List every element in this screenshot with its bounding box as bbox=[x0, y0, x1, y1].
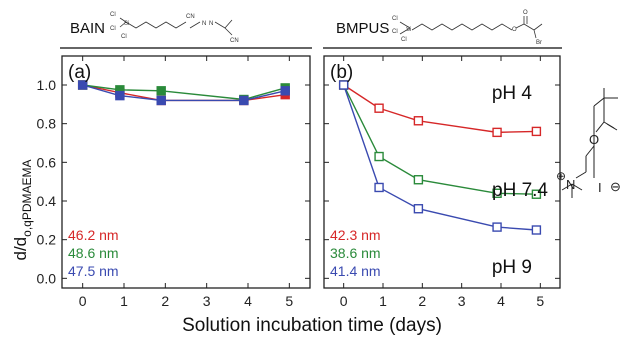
data-point-b-2 bbox=[492, 222, 502, 232]
bain-n-1: N bbox=[202, 21, 206, 27]
bmpus-cl-1: Cl bbox=[392, 16, 398, 22]
data-point-b-0 bbox=[413, 116, 424, 126]
y-tick-label: 0.6 bbox=[37, 154, 57, 170]
x-tick-label-a: 1 bbox=[120, 293, 128, 309]
monomer-structure bbox=[561, 88, 618, 198]
bain-si: Si bbox=[124, 21, 129, 27]
x-tick-label-a: 4 bbox=[244, 293, 252, 309]
data-point-b-0 bbox=[374, 103, 384, 113]
thickness-annotation-b: 41.4 nm bbox=[330, 263, 381, 279]
monomer-o: O bbox=[589, 132, 599, 147]
data-point-a-2 bbox=[280, 86, 290, 96]
bain-n-2: N bbox=[209, 21, 213, 27]
panel-a-title: BAIN bbox=[70, 20, 105, 37]
monomer-plus-icon: ⊕ bbox=[556, 169, 566, 183]
x-tick-label-a: 3 bbox=[203, 293, 211, 309]
x-axis-label: Solution incubation time (days) bbox=[182, 315, 442, 336]
data-point-b-1 bbox=[531, 189, 542, 199]
data-point-b-0 bbox=[531, 126, 542, 137]
bain-structure bbox=[119, 17, 233, 36]
thickness-annotation-a: 46.2 nm bbox=[68, 227, 119, 243]
monomer-iodide: I bbox=[598, 180, 602, 195]
data-point-b-2 bbox=[338, 80, 349, 90]
x-tick-label-b: 1 bbox=[379, 293, 387, 309]
bain-cl-1: Cl bbox=[110, 12, 116, 18]
x-tick-label-b: 0 bbox=[340, 293, 348, 309]
thickness-annotation-b: 38.6 nm bbox=[330, 245, 381, 261]
data-point-b-2 bbox=[374, 182, 384, 193]
x-tick-label-b: 4 bbox=[497, 293, 505, 309]
bmpus-cl-3: Cl bbox=[401, 37, 407, 43]
data-point-b-1 bbox=[413, 175, 424, 185]
series-label-ph9: pH 9 bbox=[492, 257, 532, 278]
data-point-b-1 bbox=[492, 188, 502, 198]
panel-label-a: (a) bbox=[68, 62, 91, 83]
thickness-annotation-a: 48.6 nm bbox=[68, 245, 119, 261]
series-line-b-2 bbox=[343, 84, 537, 231]
plot-frame-b bbox=[323, 55, 561, 289]
y-axis-label-main: d/d bbox=[11, 237, 30, 261]
bain-cl-2: Cl bbox=[110, 26, 116, 32]
x-tick-label-b: 5 bbox=[536, 293, 544, 309]
monomer-minus-icon: ⊖ bbox=[610, 179, 621, 194]
data-point-a-2 bbox=[77, 80, 88, 90]
data-point-b-2 bbox=[531, 225, 542, 235]
thickness-annotation-b: 42.3 nm bbox=[330, 227, 381, 243]
y-tick-label: 0.2 bbox=[37, 232, 57, 248]
data-point-a-2 bbox=[115, 90, 125, 101]
x-tick-label-b: 2 bbox=[418, 293, 426, 309]
bain-cn-1: CN bbox=[186, 14, 195, 20]
bain-cn-2: CN bbox=[230, 38, 239, 44]
panel-b-title: BMPUS bbox=[336, 20, 389, 37]
thickness-annotation-a: 47.5 nm bbox=[68, 263, 119, 279]
series-label-ph4: pH 4 bbox=[492, 83, 533, 104]
bmpus-si: Si bbox=[406, 27, 411, 33]
y-tick-label: 0.0 bbox=[37, 270, 57, 286]
x-tick-label-a: 0 bbox=[79, 293, 87, 309]
monomer-n: N bbox=[566, 177, 575, 192]
data-point-b-2 bbox=[413, 204, 424, 214]
bmpus-br: Br bbox=[536, 40, 542, 46]
svg-text:d/do,qPDMAEMA: d/do,qPDMAEMA bbox=[11, 160, 34, 261]
panel-b: 0 1 2 3 4 5 (b) 42.3 nm 38.6 nm 41.4 nm bbox=[323, 55, 561, 309]
y-axis-label: d/do,qPDMAEMA bbox=[11, 160, 34, 261]
bmpus-o-ester: O bbox=[512, 27, 517, 33]
y-axis-label-sub: o,qPDMAEMA bbox=[20, 160, 34, 237]
y-tick-label: 1.0 bbox=[37, 77, 57, 93]
y-tick-label: 0.8 bbox=[37, 116, 57, 132]
data-point-a-2 bbox=[156, 95, 166, 106]
panel-label-b: (b) bbox=[330, 62, 353, 83]
y-tick-label: 0.4 bbox=[37, 193, 57, 209]
data-point-a-2 bbox=[239, 95, 249, 106]
bmpus-structure bbox=[399, 16, 543, 39]
panel-a: 0 1 2 3 4 5 0.0 0.2 0.4 0.6 0.8 1.0 (a) 46.2 nm 48.6 n… bbox=[37, 55, 311, 309]
x-tick-label-b: 3 bbox=[458, 293, 466, 309]
data-point-b-0 bbox=[492, 127, 502, 138]
bain-cl-3: Cl bbox=[121, 34, 127, 40]
series-label-ph7-4: pH 7.4 bbox=[492, 180, 548, 201]
x-tick-label-a: 5 bbox=[285, 293, 293, 309]
data-point-b-1 bbox=[374, 151, 384, 162]
bmpus-o-carbonyl: O bbox=[523, 10, 528, 16]
plot-frame-a bbox=[61, 55, 311, 289]
x-tick-label-a: 2 bbox=[161, 293, 169, 309]
bmpus-cl-2: Cl bbox=[392, 29, 398, 35]
data-point-a-1 bbox=[156, 86, 166, 96]
